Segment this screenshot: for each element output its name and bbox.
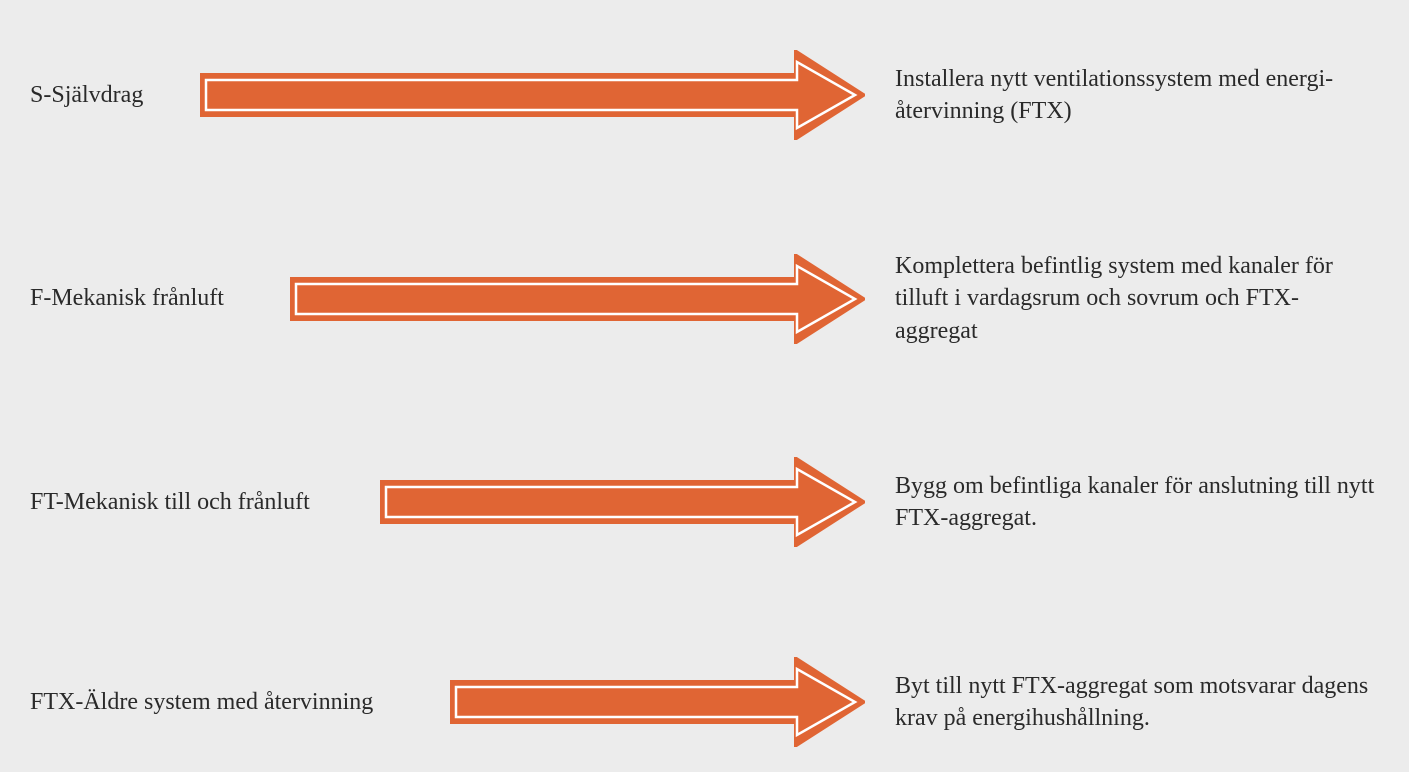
- diagram-row: S-Självdrag Installera nytt ventilations…: [30, 50, 1379, 140]
- row-right-label: Komplettera befintlig system med kanaler…: [865, 250, 1379, 347]
- row-left-label: S-Självdrag: [30, 82, 200, 109]
- arrow-icon: [450, 657, 865, 747]
- row-right-label: Byt till nytt FTX-aggregat som motsvarar…: [865, 670, 1379, 735]
- arrow-container: [450, 657, 865, 747]
- row-right-label: Installera nytt ventilationssystem med e…: [865, 63, 1379, 128]
- row-left-label: F-Mekanisk frånluft: [30, 285, 290, 312]
- arrow-container: [200, 50, 865, 140]
- row-left-label: FTX-Äldre system med återvinning: [30, 689, 450, 716]
- diagram-row: FT-Mekanisk till och frånluft Bygg om be…: [30, 457, 1379, 547]
- diagram-row: FTX-Äldre system med återvinning Byt til…: [30, 657, 1379, 747]
- arrow-icon: [380, 457, 865, 547]
- arrow-container: [380, 457, 865, 547]
- arrow-container: [290, 254, 865, 344]
- ventilation-diagram: S-Självdrag Installera nytt ventilations…: [30, 30, 1379, 742]
- row-right-label: Bygg om befintliga kanaler för anslutnin…: [865, 470, 1379, 535]
- arrow-icon: [200, 50, 865, 140]
- arrow-icon: [290, 254, 865, 344]
- row-left-label: FT-Mekanisk till och frånluft: [30, 489, 380, 516]
- diagram-row: F-Mekanisk frånluft Komplettera befintli…: [30, 250, 1379, 347]
